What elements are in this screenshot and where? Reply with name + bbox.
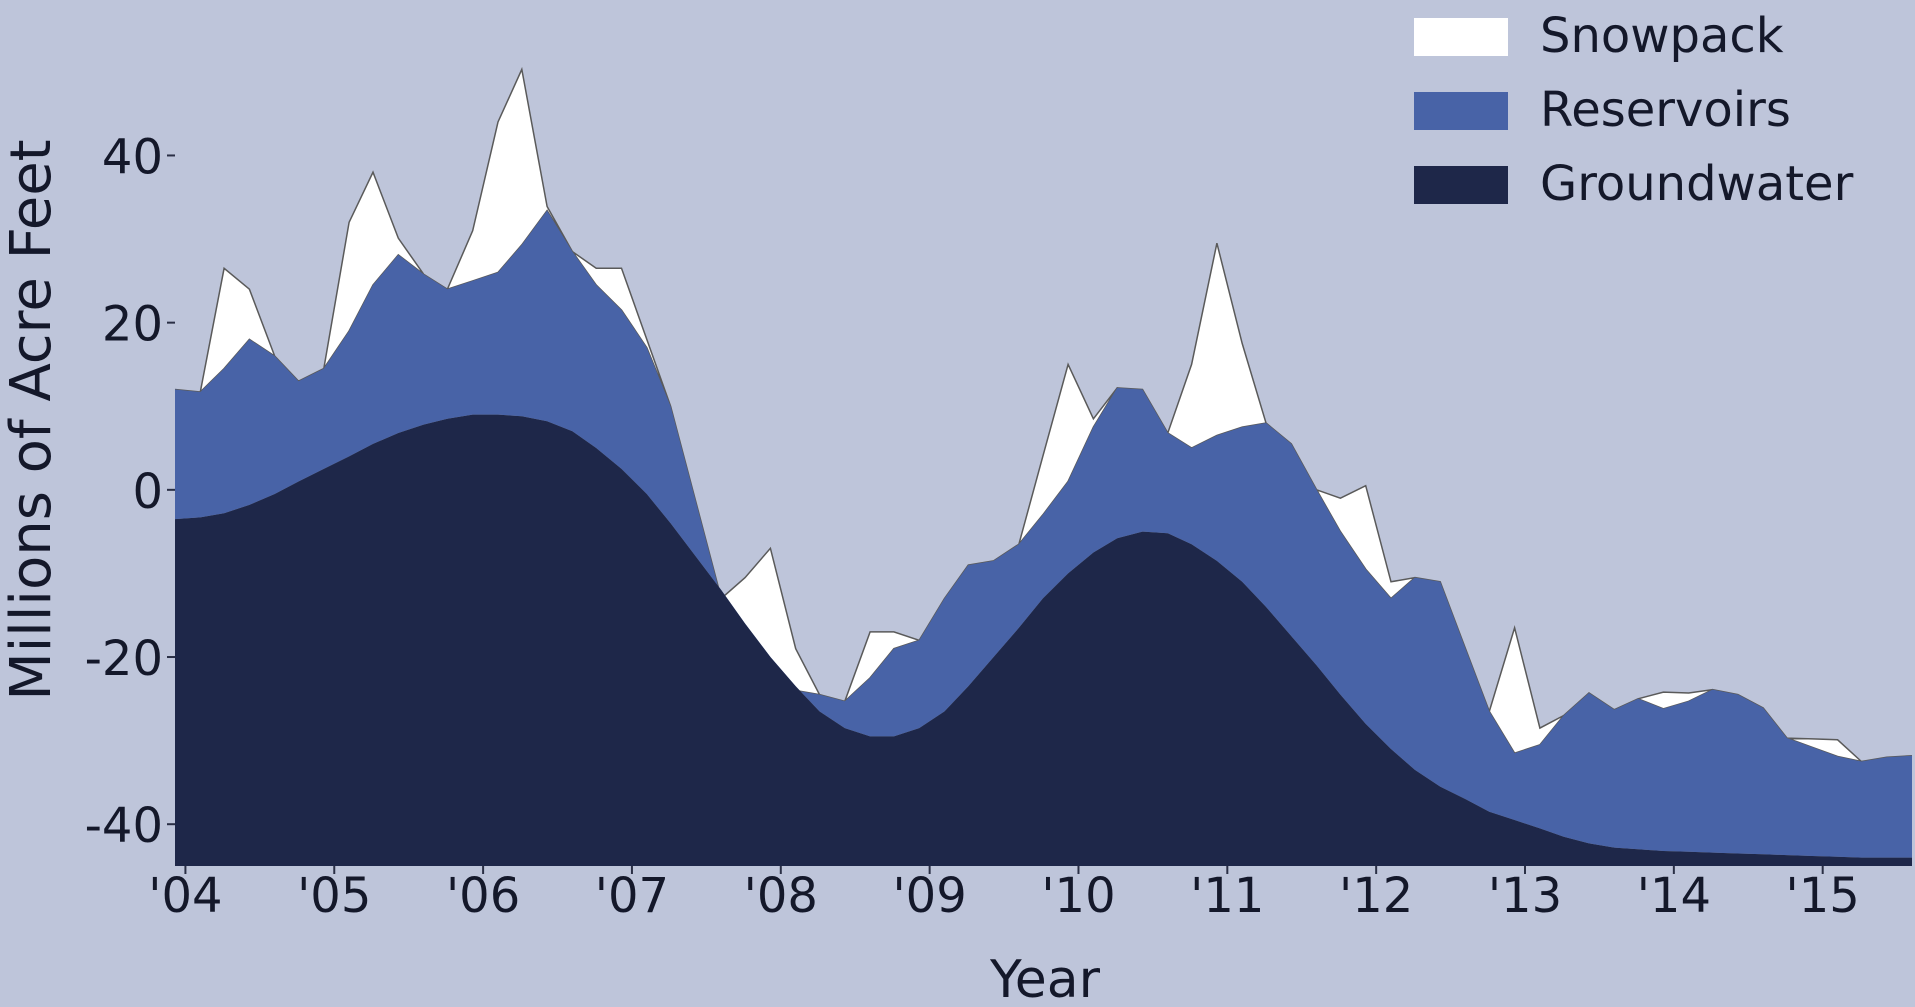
- series-area-groundwater: [175, 414, 1912, 866]
- x-axis-label: Year: [989, 950, 1101, 1007]
- legend-label-reservoirs: Reservoirs: [1540, 82, 1791, 138]
- x-tick-label: '13: [1488, 868, 1562, 924]
- x-axis: '04 '05 '06 '07 '08 '09 '10 '11 '12 '13 '14 '15: [148, 866, 1860, 924]
- x-tick-label: '05: [297, 868, 371, 924]
- x-tick-label: '10: [1041, 868, 1115, 924]
- legend-label-groundwater: Groundwater: [1540, 156, 1854, 212]
- legend: Snowpack Reservoirs Groundwater: [1414, 8, 1854, 212]
- x-tick-label: '11: [1190, 868, 1264, 924]
- legend-swatch-groundwater: [1414, 166, 1508, 204]
- x-tick-label: '06: [446, 868, 520, 924]
- x-tick-label: '08: [744, 868, 818, 924]
- legend-swatch-reservoirs: [1414, 92, 1508, 130]
- legend-swatch-snowpack: [1414, 18, 1508, 56]
- x-tick-label: '12: [1339, 868, 1413, 924]
- y-axis: 40 20 0 -20 -40: [85, 129, 175, 854]
- y-tick-label: 0: [132, 464, 163, 520]
- x-tick-label: '14: [1637, 868, 1711, 924]
- plot-area: [174, 66, 1913, 866]
- y-tick-label: 40: [102, 129, 163, 185]
- x-tick-label: '15: [1786, 868, 1860, 924]
- y-tick-label: 20: [102, 297, 163, 353]
- series-area-reservoirs: [175, 210, 1912, 858]
- y-axis-label: Millions of Acre Feet: [0, 139, 64, 700]
- y-tick-label: -40: [85, 798, 163, 854]
- x-tick-label: '09: [892, 868, 966, 924]
- x-tick-label: '04: [148, 868, 222, 924]
- legend-label-snowpack: Snowpack: [1540, 8, 1784, 64]
- x-tick-label: '07: [595, 868, 669, 924]
- y-tick-label: -20: [85, 631, 163, 687]
